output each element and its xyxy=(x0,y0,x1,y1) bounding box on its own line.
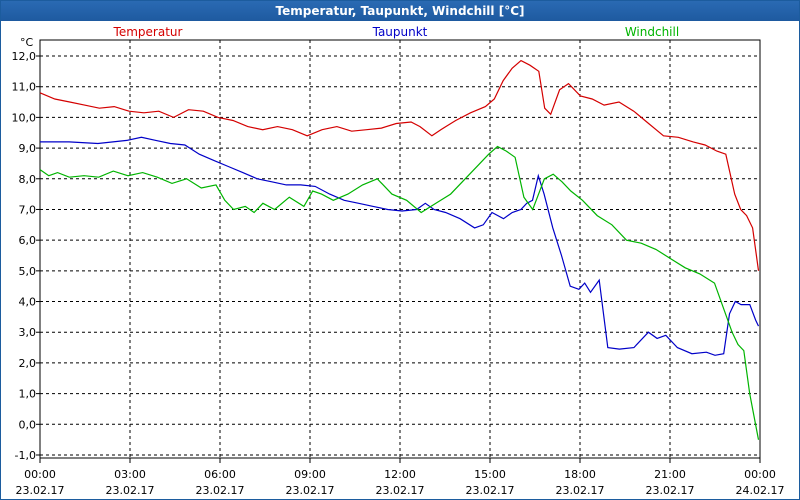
x-tick-time-label: 03:00 xyxy=(114,468,146,481)
y-tick-label: 12,0 xyxy=(12,50,37,63)
y-axis-unit: °C xyxy=(20,36,34,49)
y-tick-label: 11,0 xyxy=(12,81,37,94)
y-tick-label: 0,0 xyxy=(19,418,37,431)
x-tick-time-label: 09:00 xyxy=(294,468,326,481)
x-tick-date-label: 23.02.17 xyxy=(286,484,335,497)
x-tick-time-label: 21:00 xyxy=(654,468,686,481)
x-tick-date-label: 23.02.17 xyxy=(466,484,515,497)
y-tick-label: 1,0 xyxy=(19,388,37,401)
y-tick-label: 4,0 xyxy=(19,296,37,309)
y-tick-label: 9,0 xyxy=(19,142,37,155)
x-axis-ticks: 00:00 23.02.17 03:00 23.02.17 06:00 23.02.17 0… xyxy=(16,458,785,497)
x-tick-date-label: 24.02.17 xyxy=(736,484,785,497)
y-tick-label: 10,0 xyxy=(12,111,37,124)
x-tick-date-label: 23.02.17 xyxy=(196,484,245,497)
x-tick-date-label: 23.02.17 xyxy=(646,484,695,497)
window-title: Temperatur, Taupunkt, Windchill [°C] xyxy=(1,1,799,21)
legend-entry-temperatur: Temperatur xyxy=(113,25,183,39)
y-tick-label: 5,0 xyxy=(19,265,37,278)
y-axis-ticks: -1,0 0,0 1,0 2,0 3,0 4,0 5,0 6,0 7,0 8,0 9,0 10,0 11… xyxy=(12,50,40,462)
series-line-windchill xyxy=(39,145,760,440)
x-tick-time-label: 12:00 xyxy=(384,468,416,481)
series-lines xyxy=(39,59,760,440)
legend: Temperatur Taupunkt Windchill xyxy=(113,25,680,39)
x-tick-time-label: 00:00 xyxy=(24,468,56,481)
x-tick-date-label: 23.02.17 xyxy=(376,484,425,497)
y-tick-label: 7,0 xyxy=(19,203,37,216)
series-line-temperatur xyxy=(39,59,760,271)
chart-grid xyxy=(39,40,761,458)
x-tick-date-label: 23.02.17 xyxy=(106,484,155,497)
x-tick-time-label: 18:00 xyxy=(564,468,596,481)
legend-entry-taupunkt: Taupunkt xyxy=(372,25,428,39)
y-tick-label: 6,0 xyxy=(19,234,37,247)
x-tick-date-label: 23.02.17 xyxy=(16,484,65,497)
y-tick-label: 2,0 xyxy=(19,357,37,370)
x-tick-time-label: 00:00 xyxy=(744,468,776,481)
y-tick-label: 3,0 xyxy=(19,326,37,339)
x-tick-time-label: 15:00 xyxy=(474,468,506,481)
y-tick-label: 8,0 xyxy=(19,173,37,186)
x-tick-date-label: 23.02.17 xyxy=(556,484,605,497)
legend-entry-windchill: Windchill xyxy=(625,25,679,39)
y-tick-label: -1,0 xyxy=(15,449,36,462)
x-tick-time-label: 06:00 xyxy=(204,468,236,481)
series-line-taupunkt xyxy=(40,136,760,356)
